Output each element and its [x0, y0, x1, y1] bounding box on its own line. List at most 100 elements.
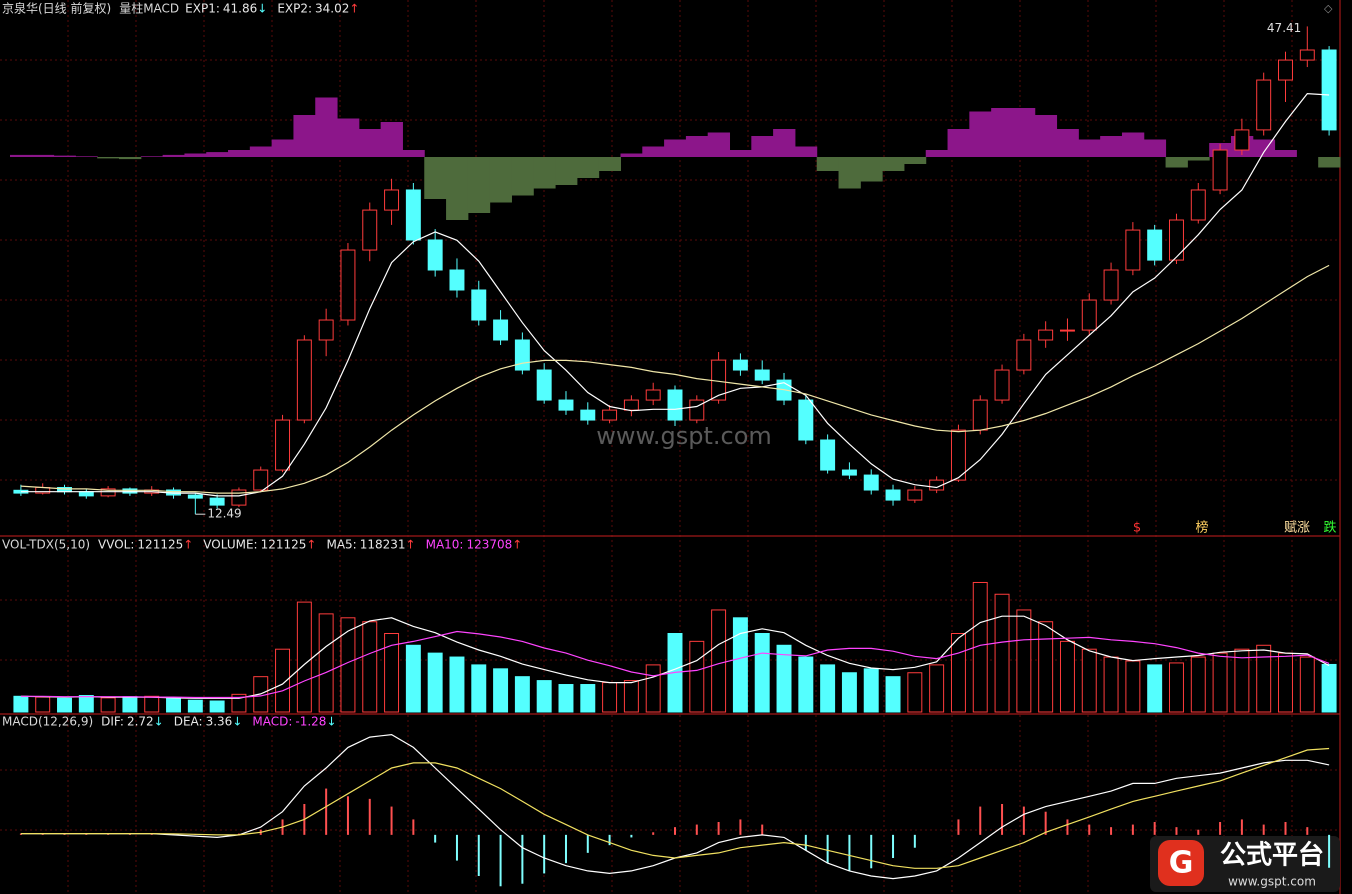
readout-value: 34.02: [315, 2, 349, 16]
logo-text: 公式平台: [1220, 840, 1324, 871]
volume-bar: [1299, 656, 1315, 713]
volume-bar: [384, 633, 400, 713]
logo-icon: [1158, 840, 1204, 886]
candle-body: [1299, 49, 1315, 61]
readout-label: DIF:: [101, 715, 124, 729]
volume-bar: [798, 656, 814, 713]
oscillator-bar: [1012, 108, 1036, 157]
volume-bar: [885, 676, 901, 713]
volume-bar: [1147, 664, 1163, 713]
indicator-line: [20, 92, 1330, 497]
volume-bar: [1190, 656, 1206, 713]
candle-body: [1256, 79, 1272, 131]
volume-bar: [275, 648, 291, 713]
oscillator-bar: [97, 157, 120, 159]
candle-body: [1081, 299, 1097, 331]
volume-bar: [689, 640, 705, 713]
volume-bar: [1321, 663, 1337, 713]
readout-arrow: ↓: [257, 2, 267, 16]
volume-bar: [580, 684, 596, 713]
oscillator-bar: [903, 157, 927, 164]
oscillator-bar: [162, 154, 185, 157]
volume-bar: [711, 609, 727, 713]
candle-body: [1212, 149, 1228, 191]
candle-body: [318, 319, 334, 341]
candle-body: [972, 399, 988, 431]
candle-body: [645, 389, 661, 401]
readout-value: 118231: [360, 538, 406, 552]
oscillator-bar: [642, 146, 665, 157]
volume-bar: [1212, 652, 1228, 713]
volume-bar: [514, 676, 530, 713]
candle-body: [994, 369, 1010, 401]
window-icon[interactable]: ◇: [1324, 2, 1333, 15]
logo-url: www.gspt.com: [1228, 875, 1316, 889]
candle-body: [493, 319, 509, 341]
candle-body: [362, 209, 378, 251]
oscillator-bar: [664, 139, 687, 157]
oscillator-bar: [1143, 139, 1167, 157]
candle-body: [253, 469, 269, 491]
volume-bar: [994, 593, 1010, 713]
volume-bar: [754, 633, 770, 713]
readout-value: 41.86: [223, 2, 257, 16]
candle-body: [449, 269, 465, 291]
readout-label: MA10:: [426, 538, 464, 552]
oscillator-bar: [140, 156, 164, 157]
oscillator-bar: [184, 153, 207, 157]
indicator-name: 量柱MACD: [119, 1, 179, 16]
candle-body: [340, 249, 356, 321]
candle-body: [732, 359, 748, 371]
volume-bar: [776, 644, 792, 713]
volume-bar: [144, 695, 160, 713]
volume-bar: [1038, 621, 1054, 713]
candle-body: [689, 399, 705, 421]
readout-value: 3.36: [206, 715, 233, 729]
readout-arrow: ↑: [183, 538, 193, 552]
readout-value: 121125: [137, 538, 183, 552]
oscillator-bar: [206, 152, 229, 157]
readout-value: 123708: [466, 538, 512, 552]
candle-body: [384, 189, 400, 211]
oscillator-bar: [75, 156, 98, 157]
panel-title: 京泉华(日线 前复权): [2, 1, 111, 16]
candle-body: [1016, 339, 1032, 371]
candle-body: [798, 399, 814, 441]
volume-bar: [863, 668, 879, 713]
watermark: www.gspt.com: [596, 422, 772, 450]
volume-bar: [78, 695, 94, 713]
volume-bar: [1103, 656, 1119, 713]
oscillator-bar: [925, 150, 949, 157]
readout-value: -1.28: [295, 715, 326, 729]
volume-bar: [35, 696, 51, 713]
candle-body: [863, 474, 879, 491]
candle-body: [122, 488, 138, 494]
oscillator-bar: [446, 157, 469, 220]
readout-value: 2.72: [127, 715, 154, 729]
volume-bar: [449, 656, 465, 713]
candle-body: [1321, 49, 1337, 131]
readout-arrow: ↓: [326, 715, 336, 729]
oscillator-bar: [794, 146, 818, 157]
candle-body: [1147, 229, 1163, 261]
volume-bar: [1234, 648, 1250, 713]
volume-bar: [427, 652, 443, 713]
volume-bar: [1016, 609, 1032, 713]
candle-body: [558, 399, 574, 411]
candle-body: [580, 409, 596, 421]
volume-bar: [929, 664, 945, 713]
volume-bar: [536, 680, 552, 713]
logo-glyph: G: [1169, 846, 1194, 881]
readout-label: VOLUME:: [203, 538, 257, 552]
candle-body: [296, 339, 312, 421]
readout-arrow: ↑: [306, 538, 316, 552]
readout-arrow: ↓: [232, 715, 242, 729]
candle-body: [929, 479, 945, 491]
volume-bar: [841, 672, 857, 713]
candle-body: [841, 469, 857, 476]
volume-bar: [166, 697, 182, 713]
oscillator-bar: [729, 150, 752, 157]
readout-label: DEA:: [174, 715, 203, 729]
oscillator-bar: [358, 129, 382, 157]
